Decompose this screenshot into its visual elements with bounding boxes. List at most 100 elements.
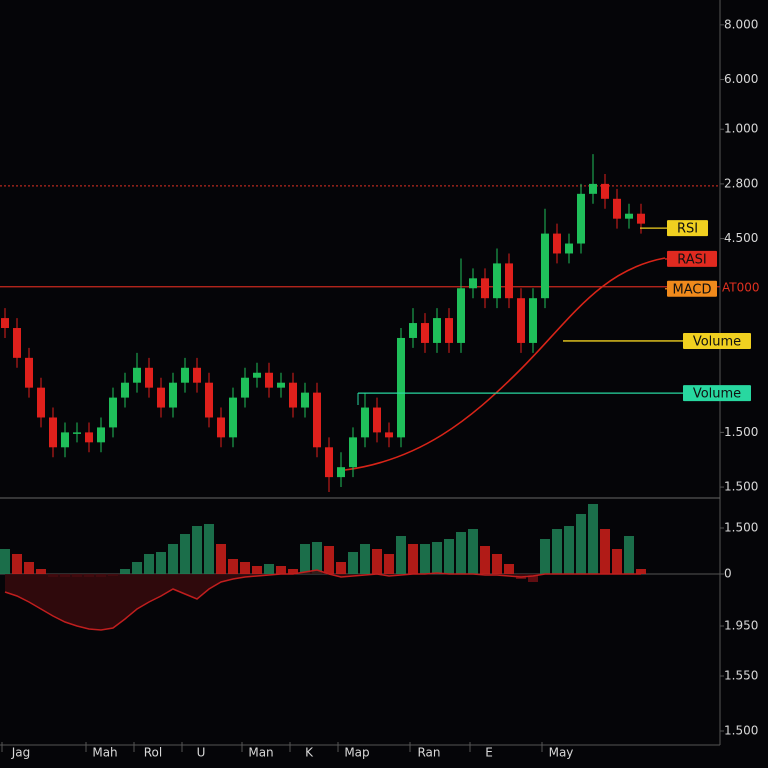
candle-body (49, 417, 57, 448)
histogram-bar (360, 544, 370, 574)
x-tick-label: U (197, 746, 206, 760)
histogram-bar (636, 569, 646, 574)
candle-body (217, 417, 225, 438)
histogram-bar (396, 536, 406, 574)
histogram-bar (36, 569, 46, 574)
candle-body (601, 183, 609, 199)
signal-line (4, 569, 641, 631)
candle-body (205, 382, 213, 418)
histogram-bar (180, 534, 190, 574)
histogram-bar (576, 514, 586, 574)
candle-body (265, 372, 273, 388)
histogram-bar (456, 532, 466, 574)
y2-tick-label: 0 (724, 567, 732, 581)
histogram-bar (144, 554, 154, 574)
annotation-box (683, 332, 751, 349)
histogram-bar (204, 524, 214, 574)
candle-body (589, 183, 597, 194)
histogram-bar (432, 542, 442, 574)
histogram-bar (468, 529, 478, 574)
histogram-bar (12, 554, 22, 574)
y2-tick-label: 1.950 (724, 619, 758, 633)
candle-body (361, 407, 369, 438)
candle-body (445, 318, 453, 343)
candle-body (565, 243, 573, 254)
histogram-bar (552, 529, 562, 574)
candle-body (409, 323, 417, 338)
histogram-bar (324, 546, 334, 574)
candle-body (421, 323, 429, 343)
histogram-bar (528, 574, 538, 582)
histogram-bar (228, 559, 238, 574)
histogram-bar (408, 544, 418, 574)
histogram-bar (444, 539, 454, 574)
histogram-bar (288, 569, 298, 574)
histogram-bar (372, 549, 382, 574)
x-tick-label: Ran (417, 746, 440, 760)
candle-body (109, 397, 117, 428)
candle-body (457, 288, 465, 343)
candle-body (625, 213, 633, 219)
histogram-bar (504, 564, 514, 574)
histogram-bar (624, 536, 634, 574)
candle-body (313, 392, 321, 448)
candle-body (157, 387, 165, 408)
candle-body (325, 447, 333, 478)
histogram-bar (240, 562, 250, 574)
histogram-bar (336, 562, 346, 574)
x-tick-label: E (485, 746, 493, 760)
candle-body (577, 193, 585, 244)
annotation-label: RASI (677, 252, 707, 267)
candle-body (61, 432, 69, 448)
histogram-bar (216, 544, 226, 574)
annotation-label: Volume (693, 334, 741, 349)
indicator-curve (344, 257, 666, 471)
x-tick-label: Man (248, 746, 273, 760)
histogram-bar (0, 549, 10, 574)
candle-body (181, 367, 189, 383)
histogram-bar (264, 564, 274, 574)
candle-body (85, 432, 93, 443)
histogram-bar (300, 544, 310, 574)
candle-body (73, 432, 81, 434)
x-tick-label: May (549, 746, 574, 760)
candle-body (253, 372, 261, 378)
signal-area (5, 570, 641, 630)
y2-tick-label: 1.500 (724, 521, 758, 535)
candle-body (301, 392, 309, 408)
y-tick-label: 1.500 (724, 480, 758, 494)
candle-body (373, 407, 381, 433)
candle-body (517, 298, 525, 343)
y-tick-label: 1.000 (724, 122, 758, 136)
y2-tick-label: 1.550 (724, 669, 758, 683)
candle-body (397, 337, 405, 438)
histogram-bar (192, 526, 202, 574)
histogram-bar (252, 566, 262, 574)
candle-body (613, 198, 621, 219)
histogram-bar (612, 549, 622, 574)
annotation-label: AT000 (722, 280, 760, 294)
y-tick-label: 2.800 (724, 176, 758, 190)
histogram-bar (348, 552, 358, 574)
y2-tick-label: 1.500 (724, 724, 758, 738)
candle-body (37, 387, 45, 418)
annotation-box (667, 220, 708, 237)
candle-body (121, 382, 129, 398)
candle-body (385, 432, 393, 438)
x-tick-label: Rol (144, 746, 162, 760)
candle-body (529, 298, 537, 343)
histogram-bar (480, 546, 490, 574)
candle-body (133, 367, 141, 383)
candle-body (241, 377, 249, 398)
histogram-bar (276, 566, 286, 574)
candle-body (289, 382, 297, 408)
candle-body (433, 318, 441, 343)
annotation-label: RSI (677, 222, 698, 237)
candle-body (229, 397, 237, 438)
candle-body (25, 357, 33, 388)
histogram-bar (600, 529, 610, 574)
histogram-bar (120, 569, 130, 574)
candle-body (637, 213, 645, 224)
